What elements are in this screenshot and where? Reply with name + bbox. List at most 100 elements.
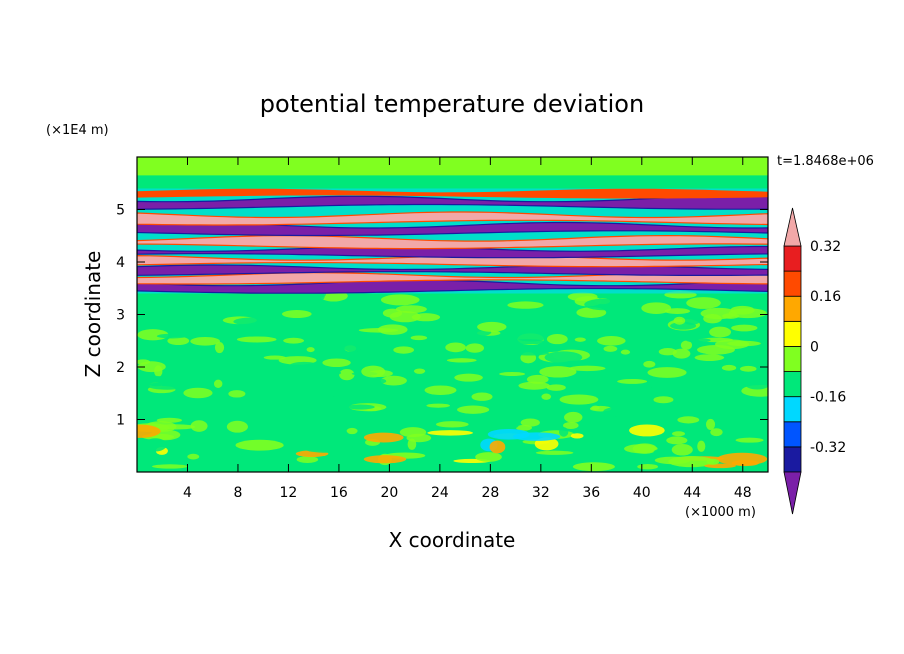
turbulence-cell <box>564 411 583 423</box>
surface-cell <box>706 458 720 465</box>
turbulence-cell <box>507 301 544 309</box>
time-label: t=1.8468e+06 <box>777 154 874 169</box>
surface-cell <box>475 452 502 462</box>
x-tick-label: 16 <box>330 485 348 501</box>
turbulence-cell <box>563 422 579 430</box>
colorbar-label: -0.32 <box>810 440 846 456</box>
upper-layer <box>137 157 768 176</box>
contour-band <box>137 234 768 250</box>
turbulence-cell <box>367 424 390 436</box>
turbulence-cell <box>745 378 768 390</box>
turbulence-cell <box>281 376 313 386</box>
turbulence-cell <box>518 381 550 390</box>
turbulence-cell <box>686 297 721 309</box>
turbulence-cell <box>672 431 685 437</box>
contour-band <box>137 272 768 285</box>
turbulence-cell <box>620 349 631 355</box>
x-tick-label: 24 <box>431 485 449 501</box>
surface-cell <box>237 453 264 465</box>
turbulence-cell <box>567 369 604 379</box>
turbulence-cell <box>393 346 415 354</box>
turbulence-cell <box>190 336 221 346</box>
turbulence-cell <box>426 403 451 408</box>
y-tick-label: 4 <box>116 255 125 271</box>
turbulence-cell <box>526 374 549 384</box>
turbulence-cell <box>603 406 641 417</box>
contour-band <box>137 195 768 210</box>
turbulence-cell <box>190 420 208 432</box>
turbulence-cell <box>346 404 375 410</box>
turbulence-cell <box>344 448 381 458</box>
turbulence-cell <box>137 462 146 469</box>
turbulence-cell <box>694 354 725 361</box>
turbulence-cell <box>664 308 690 315</box>
colorbar-box <box>783 346 802 372</box>
contour-band <box>137 188 768 199</box>
colorbar-box <box>783 270 802 297</box>
turbulence-cell <box>709 326 732 338</box>
surface-cell <box>235 439 284 451</box>
turbulence-cell <box>187 320 225 329</box>
turbulence-cell <box>465 343 484 353</box>
turbulence-cell <box>327 396 336 403</box>
colorbar-box <box>783 421 802 448</box>
turbulence-cell <box>546 384 566 391</box>
turbulence-cell <box>559 394 599 405</box>
x-axis-label: X coordinate <box>389 528 516 552</box>
turbulence-cell <box>407 438 417 450</box>
x-tick-label: 20 <box>380 485 398 501</box>
turbulence-cell <box>156 333 188 339</box>
turbulence-cell <box>653 396 674 404</box>
colorbar-label: 0.32 <box>810 239 841 255</box>
turbulence-cell <box>468 307 485 319</box>
turbulence-cell <box>672 348 691 359</box>
y-axis-label: Z coordinate <box>81 251 105 378</box>
turbulence-cell <box>477 321 507 332</box>
turbulence-cell <box>389 311 421 323</box>
turbulence-cell <box>647 367 687 378</box>
turbulence-cell <box>508 339 546 345</box>
turbulence-cell <box>435 421 469 428</box>
turbulence-cell <box>217 443 228 450</box>
x-tick-label: 44 <box>683 485 701 501</box>
turbulence-cell <box>584 298 623 311</box>
turbulence-cell <box>183 387 213 399</box>
turbulence-cell <box>541 393 552 400</box>
turbulence-cell <box>510 350 550 356</box>
turbulence-cell <box>213 379 223 389</box>
turbulence-cell <box>568 341 599 350</box>
turbulence-cell <box>648 386 659 396</box>
turbulence-cell <box>167 336 190 346</box>
turbulence-cell <box>568 365 606 372</box>
contour-band <box>137 254 768 268</box>
turbulence-cell <box>491 419 519 431</box>
contour-band <box>137 211 768 226</box>
turbulence-cell <box>666 436 688 445</box>
y-tick-label: 2 <box>116 360 125 376</box>
surface-cell <box>753 425 768 436</box>
x-tick-label: 32 <box>532 485 550 501</box>
turbulence-cell <box>263 355 286 360</box>
turbulence-cell <box>735 437 764 443</box>
surface-cell <box>363 432 404 443</box>
turbulence-cell <box>233 317 274 326</box>
colorbar-box <box>783 320 802 347</box>
turbulence-cell <box>152 464 188 469</box>
turbulence-cell <box>681 313 702 325</box>
surface-cell <box>572 462 615 472</box>
turbulence-cell <box>327 412 348 421</box>
turbulence-cell <box>154 365 163 378</box>
turbulence-cell <box>352 444 368 450</box>
turbulence-cell <box>609 416 626 422</box>
surface-cell <box>512 432 561 441</box>
y-axis-unit: (×1E4 m) <box>46 123 109 138</box>
x-tick-label: 40 <box>633 485 651 501</box>
turbulence-cell <box>446 358 477 363</box>
turbulence-cell <box>567 292 598 302</box>
surface-cell <box>668 456 715 468</box>
turbulence-cell <box>280 347 291 358</box>
turbulence-cell <box>658 348 677 356</box>
chart-title: potential temperature deviation <box>260 90 644 118</box>
colorbar-box <box>783 295 802 322</box>
turbulence-cell <box>703 313 722 324</box>
